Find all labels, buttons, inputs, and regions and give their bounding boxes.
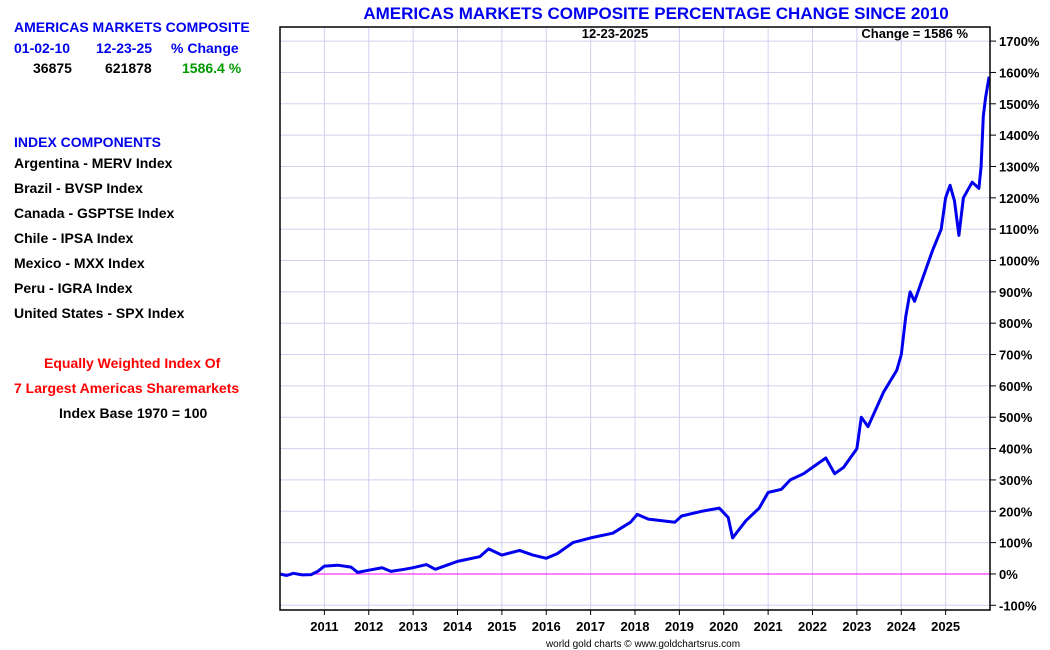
start-value: 36875	[33, 60, 72, 76]
start-date-header: 01-02-10	[14, 40, 71, 56]
note-line-3: Index Base 1970 = 100	[59, 405, 208, 421]
end-value: 621878	[105, 60, 152, 76]
y-tick-label: -100%	[999, 598, 1037, 613]
change-value: 1586.4 %	[182, 60, 242, 76]
y-tick-label: 0%	[999, 567, 1018, 582]
y-tick-label: 1300%	[999, 159, 1040, 174]
y-tick-label: 100%	[999, 536, 1033, 551]
x-tick-label: 2018	[621, 619, 650, 634]
component-item: United States - SPX Index	[14, 305, 185, 321]
x-tick-label: 2020	[709, 619, 738, 634]
component-item: Mexico - MXX Index	[14, 255, 145, 271]
y-tick-label: 1500%	[999, 97, 1040, 112]
component-item: Brazil - BVSP Index	[14, 180, 143, 196]
chart-title: AMERICAS MARKETS COMPOSITE PERCENTAGE CH…	[363, 4, 948, 23]
y-tick-label: 1200%	[999, 191, 1040, 206]
component-item: Peru - IGRA Index	[14, 280, 133, 296]
x-tick-label: 2021	[754, 619, 783, 634]
x-tick-label: 2011	[310, 619, 338, 634]
y-tick-label: 1700%	[999, 34, 1040, 49]
x-tick-label: 2024	[887, 619, 917, 634]
end-date-header: 12-23-25	[96, 40, 153, 56]
y-tick-label: 200%	[999, 504, 1033, 519]
y-tick-label: 700%	[999, 348, 1033, 363]
x-tick-label: 2025	[931, 619, 960, 634]
y-tick-label: 300%	[999, 473, 1033, 488]
x-tick-label: 2014	[443, 619, 473, 634]
footer-credit: world gold charts © www.goldchartsrus.co…	[545, 639, 740, 650]
sidebar-title: AMERICAS MARKETS COMPOSITE	[14, 19, 250, 35]
series-line	[279, 76, 991, 577]
x-tick-label: 2019	[665, 619, 694, 634]
y-tick-label: 1100%	[999, 222, 1039, 237]
y-tick-label: 600%	[999, 379, 1033, 394]
component-item: Canada - GSPTSE Index	[14, 205, 175, 221]
x-tick-label: 2022	[798, 619, 827, 634]
x-tick-label: 2017	[576, 619, 605, 634]
change-header: % Change	[171, 40, 239, 56]
component-item: Chile - IPSA Index	[14, 230, 134, 246]
component-item: Argentina - MERV Index	[14, 155, 173, 171]
x-tick-label: 2013	[399, 619, 428, 634]
components-title: INDEX COMPONENTS	[14, 134, 162, 150]
note-line-1: Equally Weighted Index Of	[44, 355, 221, 371]
note-line-2: 7 Largest Americas Sharemarkets	[14, 380, 240, 396]
x-tick-label: 2016	[532, 619, 561, 634]
change-label: Change = 1586 %	[861, 26, 968, 41]
x-tick-label: 2012	[354, 619, 383, 634]
y-tick-label: 800%	[999, 316, 1033, 331]
y-tick-label: 1000%	[999, 254, 1040, 269]
y-tick-label: 500%	[999, 410, 1033, 425]
date-label: 12-23-2025	[582, 26, 649, 41]
y-tick-label: 1400%	[999, 128, 1040, 143]
x-tick-label: 2023	[842, 619, 871, 634]
y-tick-label: 1600%	[999, 65, 1040, 80]
x-tick-label: 2015	[487, 619, 516, 634]
y-tick-label: 400%	[999, 442, 1033, 457]
y-tick-label: 900%	[999, 285, 1033, 300]
